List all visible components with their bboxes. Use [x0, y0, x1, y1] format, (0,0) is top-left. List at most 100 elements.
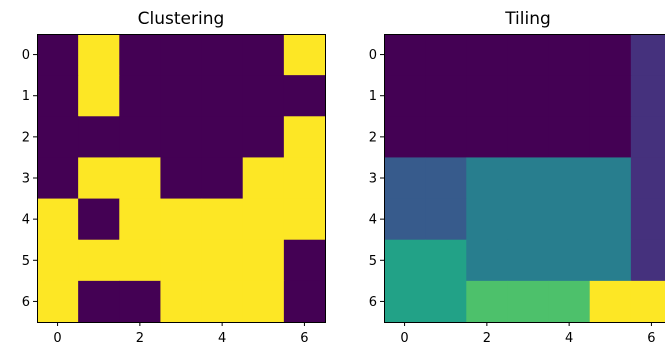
heatmap-cell: [425, 34, 467, 76]
heatmap-cell: [589, 34, 632, 76]
heatmap-cell: [630, 157, 665, 200]
heatmap-cell: [425, 75, 467, 117]
heatmap-cell: [384, 75, 426, 117]
heatmap-cell: [37, 116, 79, 159]
heatmap-cell: [283, 280, 326, 323]
heatmap-cell: [242, 239, 285, 282]
heatmap-cell: [466, 75, 509, 117]
heatmap-cell: [589, 239, 632, 282]
y-tick-label: 1: [369, 89, 377, 104]
y-tick-label: 2: [22, 130, 30, 145]
panel-title: Tiling: [504, 9, 551, 29]
heatmap-cell: [548, 157, 591, 200]
heatmap-cell: [507, 34, 550, 76]
heatmap-cell: [242, 198, 285, 241]
heatmap-cell: [425, 239, 467, 282]
heatmap-cell: [119, 116, 162, 159]
heatmap-cell: [548, 75, 591, 117]
heatmap-cell: [160, 198, 203, 241]
heatmap-cell: [119, 280, 162, 323]
heatmap-cell: [78, 75, 120, 117]
heatmap-cell: [466, 34, 509, 76]
heatmap-cell: [160, 280, 203, 323]
heatmap-cell: [630, 198, 665, 241]
heatmap-cell: [37, 239, 79, 282]
heatmap-cell: [384, 239, 426, 282]
heatmap-cell: [630, 34, 665, 76]
heatmap-cell: [242, 34, 285, 76]
heatmap-cell: [507, 116, 550, 159]
heatmap-cell: [548, 198, 591, 241]
heatmap-cell: [548, 116, 591, 159]
x-tick-label: 0: [400, 331, 408, 346]
heatmap-cell: [283, 157, 326, 200]
heatmap-cell: [425, 280, 467, 323]
heatmap-cell: [589, 198, 632, 241]
y-tick-label: 6: [369, 295, 377, 310]
heatmap-cell: [160, 116, 203, 159]
heatmap-cell: [201, 116, 244, 159]
x-tick-label: 4: [218, 331, 226, 346]
heatmap-cell: [466, 116, 509, 159]
heatmap-cell: [384, 34, 426, 76]
heatmap-cell: [119, 157, 162, 200]
x-tick-label: 2: [136, 331, 144, 346]
heatmap-cell: [630, 239, 665, 282]
heatmap-cell: [37, 75, 79, 117]
heatmap-cell: [201, 198, 244, 241]
heatmap-cell: [78, 116, 120, 159]
heatmap-cell: [201, 239, 244, 282]
axis-ticks: 0 1 2 3 4 5 6 0 2 4 6: [22, 48, 309, 346]
heatmap-cell: [160, 75, 203, 117]
axes-frame: [37, 34, 326, 323]
heatmap-cell: [78, 198, 120, 241]
heatmap-cell: [384, 198, 426, 241]
heatmap-cell: [466, 280, 509, 323]
heatmap-cell: [201, 157, 244, 200]
heatmap-cell: [119, 239, 162, 282]
heatmap-cell: [466, 198, 509, 241]
heatmap-cell: [242, 116, 285, 159]
heatmap-cell: [283, 198, 326, 241]
heatmap-cell: [425, 157, 467, 200]
heatmap-panel-tiling: Tiling 0 1 2 3 4 5 6 0 2 4 6: [369, 9, 665, 346]
y-tick-label: 3: [22, 172, 30, 187]
heatmap-cell: [507, 239, 550, 282]
axis-ticks: 0 1 2 3 4 5 6 0 2 4 6: [369, 48, 656, 346]
heatmap-cell: [630, 116, 665, 159]
x-tick-label: 6: [647, 331, 655, 346]
y-tick-label: 4: [22, 213, 30, 228]
heatmap-cell: [119, 198, 162, 241]
heatmap-cell: [201, 34, 244, 76]
x-tick-label: 2: [483, 331, 491, 346]
heatmap-cell: [37, 157, 79, 200]
heatmap-cell: [589, 157, 632, 200]
heatmap-cell: [425, 198, 467, 241]
heatmap-cell: [119, 75, 162, 117]
heatmap-cell: [78, 239, 120, 282]
y-tick-label: 5: [22, 254, 30, 269]
heatmap-cell: [78, 280, 120, 323]
heatmap-cell: [37, 280, 79, 323]
y-tick-label: 3: [369, 172, 377, 187]
x-tick-label: 0: [53, 331, 61, 346]
heatmap-cell: [283, 239, 326, 282]
x-tick-label: 6: [300, 331, 308, 346]
heatmap-cells: [37, 34, 326, 323]
heatmap-cell: [507, 280, 550, 323]
heatmap-cell: [384, 116, 426, 159]
heatmap-cell: [242, 157, 285, 200]
heatmap-cell: [384, 157, 426, 200]
heatmap-cell: [507, 75, 550, 117]
y-tick-label: 0: [22, 48, 30, 63]
heatmap-cell: [589, 75, 632, 117]
heatmap-cell: [119, 34, 162, 76]
heatmap-cell: [242, 75, 285, 117]
heatmap-cell: [201, 280, 244, 323]
heatmap-cell: [37, 34, 79, 76]
heatmap-cell: [507, 157, 550, 200]
heatmap-cell: [37, 198, 79, 241]
heatmap-cell: [283, 75, 326, 117]
y-tick-label: 0: [369, 48, 377, 63]
